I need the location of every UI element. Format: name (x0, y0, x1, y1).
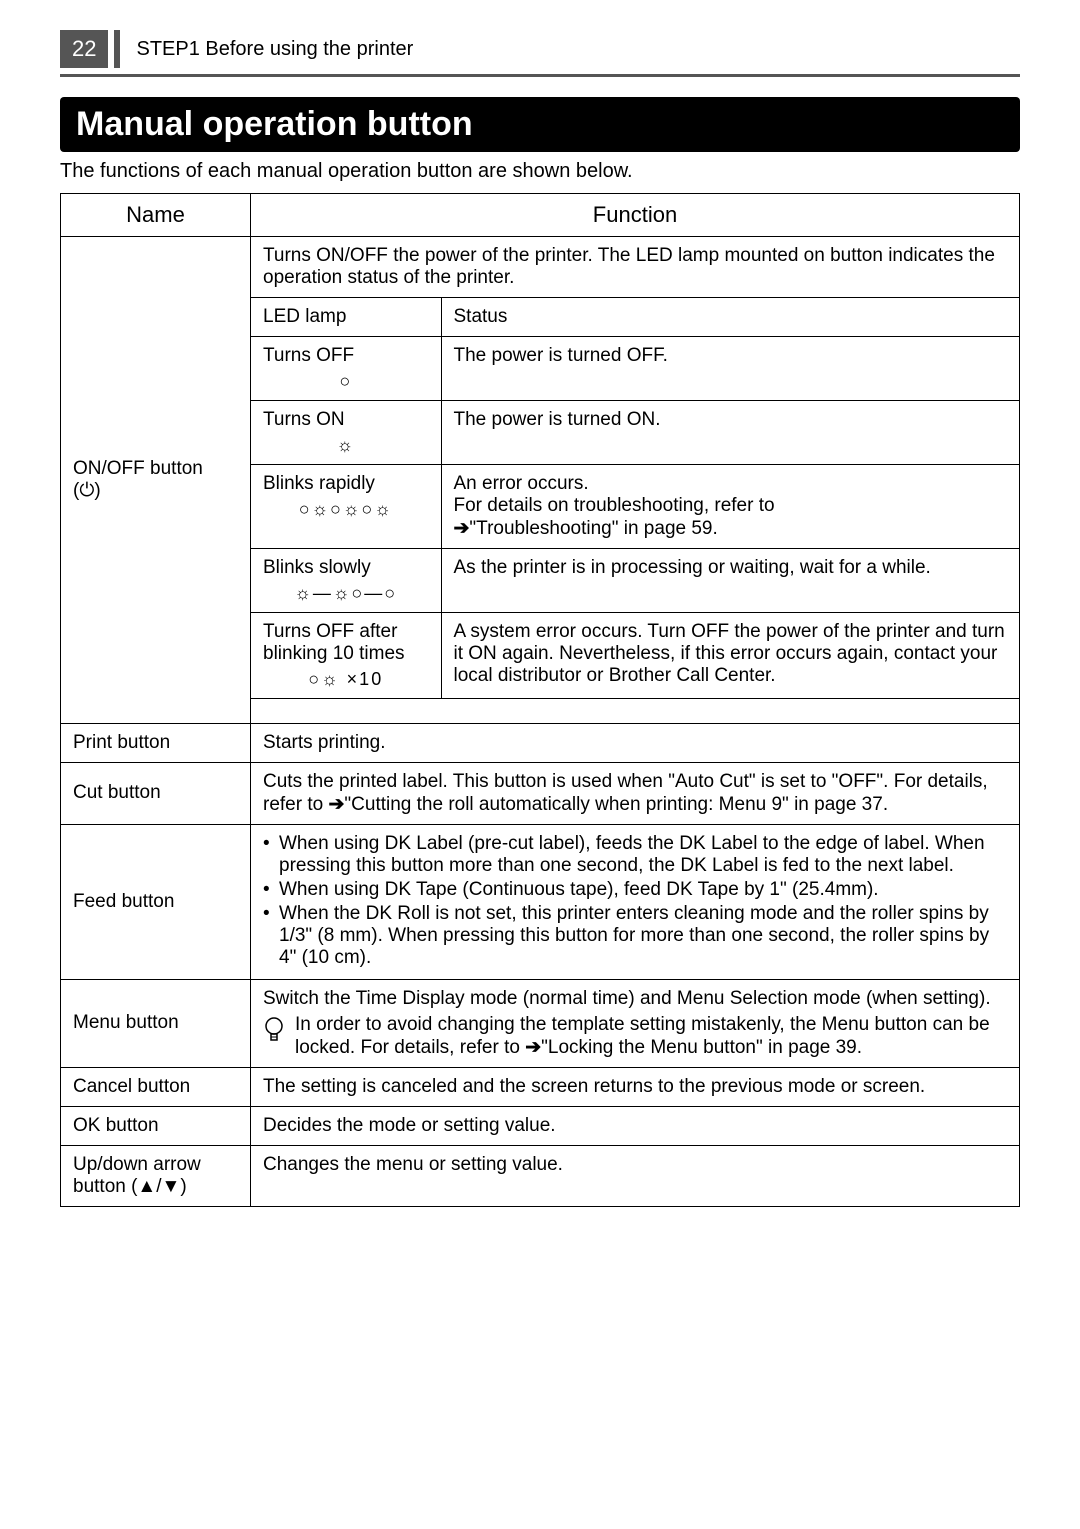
led-cell-4: Turns OFF after blinking 10 times ○☼ ×10 (251, 613, 441, 699)
onoff-description: Turns ON/OFF the power of the printer. T… (251, 237, 1019, 298)
menu-text: Switch the Time Display mode (normal tim… (263, 988, 1007, 1010)
cut-function: Cuts the printed label. This button is u… (251, 762, 1020, 824)
onoff-desc-row: Turns ON/OFF the power of the printer. T… (251, 237, 1019, 298)
cut-name: Cut button (61, 762, 251, 824)
print-row: Print button Starts printing. (61, 723, 1020, 762)
updown-name: Up/down arrow button (▲/▼) (61, 1145, 251, 1206)
power-icon: (⏻) (73, 480, 101, 501)
status-link-2: "Troubleshooting" in page 59. (469, 518, 717, 539)
cancel-name: Cancel button (61, 1067, 251, 1106)
cut-row: Cut button Cuts the printed label. This … (61, 762, 1020, 824)
print-function: Starts printing. (251, 723, 1020, 762)
updown-row: Up/down arrow button (▲/▼) Changes the m… (61, 1145, 1020, 1206)
feed-bullet-1: When using DK Tape (Continuous tape), fe… (263, 879, 1007, 901)
menu-function: Switch the Time Display mode (normal tim… (251, 979, 1020, 1067)
feed-function: When using DK Label (pre-cut label), fee… (251, 824, 1020, 979)
status-text-2: An error occurs. For details on troubles… (454, 473, 775, 516)
onoff-subtable: Turns ON/OFF the power of the printer. T… (251, 237, 1019, 723)
onoff-name-cell: ON/OFF button (⏻) (61, 237, 251, 724)
led-row-blank (251, 699, 1019, 723)
blank-cell (251, 699, 1019, 723)
header-name: Name (61, 194, 251, 237)
feed-name: Feed button (61, 824, 251, 979)
led-icon-2: ○☼○☼○☼ (263, 499, 429, 520)
cancel-row: Cancel button The setting is canceled an… (61, 1067, 1020, 1106)
page-number: 22 (60, 30, 108, 68)
feed-bullet-2: When the DK Roll is not set, this printe… (263, 903, 1007, 969)
step-title: STEP1 Before using the printer (136, 38, 413, 61)
table-header-row: Name Function (61, 194, 1020, 237)
led-row-3: Blinks slowly ☼—☼○—○ As the printer is i… (251, 549, 1019, 613)
led-label-1: Turns ON (263, 409, 345, 430)
status-cell-2: An error occurs. For details on troubles… (441, 465, 1019, 549)
led-label-2: Blinks rapidly (263, 473, 375, 494)
intro-text: The functions of each manual operation b… (60, 160, 1020, 183)
feed-row: Feed button When using DK Label (pre-cut… (61, 824, 1020, 979)
status-cell-1: The power is turned ON. (441, 401, 1019, 465)
led-label-4: Turns OFF after blinking 10 times (263, 621, 405, 664)
buttons-table: Name Function ON/OFF button (⏻) Turns ON… (60, 193, 1020, 1207)
cut-link: "Cutting the roll automatically when pri… (344, 794, 888, 815)
led-label-3: Blinks slowly (263, 557, 371, 578)
header-side-bar (114, 30, 120, 68)
arrow-icon: ➔ (454, 518, 470, 539)
menu-name: Menu button (61, 979, 251, 1067)
arrow-icon: ➔ (328, 794, 344, 815)
led-row-4: Turns OFF after blinking 10 times ○☼ ×10… (251, 613, 1019, 699)
feed-bullets: When using DK Label (pre-cut label), fee… (263, 833, 1007, 969)
lightbulb-icon (263, 1016, 285, 1044)
status-cell-0: The power is turned OFF. (441, 337, 1019, 401)
onoff-row: ON/OFF button (⏻) Turns ON/OFF the power… (61, 237, 1020, 724)
led-cell-0: Turns OFF ○ (251, 337, 441, 401)
cancel-function: The setting is canceled and the screen r… (251, 1067, 1020, 1106)
status-cell-4: A system error occurs. Turn OFF the powe… (441, 613, 1019, 699)
ok-row: OK button Decides the mode or setting va… (61, 1106, 1020, 1145)
page-header: 22 STEP1 Before using the printer (60, 30, 1020, 77)
ok-function: Decides the mode or setting value. (251, 1106, 1020, 1145)
menu-row: Menu button Switch the Time Display mode… (61, 979, 1020, 1067)
print-name: Print button (61, 723, 251, 762)
led-label-0: Turns OFF (263, 345, 354, 366)
onoff-name: ON/OFF button (73, 458, 203, 479)
menu-tip-body: In order to avoid changing the template … (295, 1014, 1007, 1059)
menu-tip: In order to avoid changing the template … (263, 1014, 1007, 1059)
led-icon-4: ○☼ ×10 (263, 669, 429, 690)
led-row-1: Turns ON ☼ The power is turned ON. (251, 401, 1019, 465)
led-lamp-header: LED lamp (251, 298, 441, 337)
led-cell-3: Blinks slowly ☼—☼○—○ (251, 549, 441, 613)
led-icon-3: ☼—☼○—○ (263, 583, 429, 604)
onoff-function-cell: Turns ON/OFF the power of the printer. T… (251, 237, 1020, 724)
led-icon-0: ○ (263, 371, 429, 392)
onoff-subheader-row: LED lamp Status (251, 298, 1019, 337)
led-row-2: Blinks rapidly ○☼○☼○☼ An error occurs. F… (251, 465, 1019, 549)
led-cell-2: Blinks rapidly ○☼○☼○☼ (251, 465, 441, 549)
section-title: Manual operation button (60, 97, 1020, 152)
led-row-0: Turns OFF ○ The power is turned OFF. (251, 337, 1019, 401)
arrow-icon: ➔ (525, 1037, 541, 1058)
led-icon-1: ☼ (263, 435, 429, 456)
status-cell-3: As the printer is in processing or waiti… (441, 549, 1019, 613)
updown-function: Changes the menu or setting value. (251, 1145, 1020, 1206)
feed-bullet-0: When using DK Label (pre-cut label), fee… (263, 833, 1007, 877)
status-header: Status (441, 298, 1019, 337)
led-cell-1: Turns ON ☼ (251, 401, 441, 465)
menu-tip-link: "Locking the Menu button" in page 39. (541, 1037, 862, 1058)
ok-name: OK button (61, 1106, 251, 1145)
page: 22 STEP1 Before using the printer Manual… (0, 0, 1080, 1267)
header-function: Function (251, 194, 1020, 237)
